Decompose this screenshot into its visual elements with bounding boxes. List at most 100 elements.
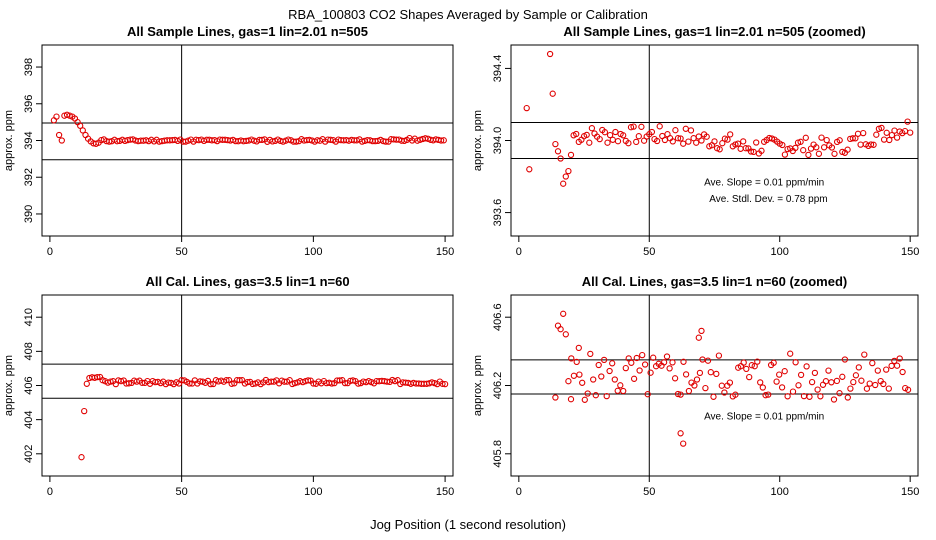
data-point <box>576 371 583 378</box>
data-point <box>568 355 575 362</box>
data-point <box>349 377 357 384</box>
data-point <box>715 352 723 359</box>
data-point <box>50 117 58 124</box>
plot-frame <box>41 294 454 477</box>
x-tick-label: 100 <box>771 246 789 258</box>
data-point <box>565 378 572 385</box>
data-point <box>341 379 349 387</box>
data-point <box>382 138 389 145</box>
data-point <box>600 356 608 364</box>
data-point <box>636 367 643 374</box>
data-point <box>866 380 873 387</box>
data-point <box>867 141 875 148</box>
x-tick-label: 0 <box>47 246 53 258</box>
data-point <box>355 380 362 387</box>
data-point <box>836 390 843 397</box>
data-point <box>554 148 562 155</box>
data-point <box>606 131 614 139</box>
data-point <box>672 127 679 134</box>
data-point <box>560 310 567 317</box>
data-point <box>778 384 786 391</box>
x-tick-label: 50 <box>176 246 188 258</box>
data-point <box>567 396 575 403</box>
data-point <box>677 430 684 437</box>
data-point <box>888 362 895 370</box>
data-point <box>674 390 682 398</box>
plot-panel-cal: All Cal. Lines, gas=3.5 lin=1 n=60 0 50 100… <box>3 274 454 498</box>
y-tick-label: 402 <box>23 445 35 463</box>
data-point <box>328 380 335 387</box>
plot-panel-sample-zoom: All Sample Lines, gas=1 lin=2.01 n=505 (… <box>472 24 919 258</box>
data-point <box>526 166 533 173</box>
x-tick-label: 0 <box>516 486 522 498</box>
data-point <box>58 137 65 144</box>
data-point <box>703 133 710 140</box>
data-point <box>546 50 554 58</box>
data-point <box>857 141 864 148</box>
data-point <box>439 380 446 387</box>
data-point <box>878 124 885 132</box>
data-point <box>336 377 343 384</box>
data-point <box>258 136 266 144</box>
data-point <box>117 377 125 385</box>
data-point <box>244 378 251 386</box>
data-point <box>695 334 702 341</box>
data-point <box>885 385 892 392</box>
data-point <box>873 131 880 138</box>
data-point <box>428 379 436 386</box>
data-point <box>586 139 593 146</box>
data-point <box>575 344 582 352</box>
data-point <box>223 377 230 384</box>
data-point <box>236 377 243 384</box>
data-point <box>614 138 622 145</box>
data-point <box>269 138 276 145</box>
data-point <box>724 136 731 143</box>
data-point <box>784 393 791 400</box>
data-point <box>304 377 312 384</box>
data-point <box>707 369 714 376</box>
data-point <box>806 393 813 400</box>
y-axis-label: approx. ppm <box>472 110 484 171</box>
data-point <box>603 392 610 400</box>
data-point <box>622 364 629 372</box>
data-point <box>606 367 613 375</box>
data-point <box>869 359 876 367</box>
y-tick-label: 390 <box>23 205 35 223</box>
data-point <box>74 118 81 126</box>
data-point <box>852 135 859 142</box>
data-point <box>562 331 569 338</box>
data-point <box>781 368 788 375</box>
data-point <box>581 396 588 403</box>
y-tick-label: 406 <box>23 376 35 394</box>
data-point <box>854 130 862 137</box>
data-point <box>671 375 679 382</box>
data-point <box>414 137 421 144</box>
data-point <box>792 144 799 152</box>
data-point <box>779 141 786 149</box>
y-tick-label: 394 <box>23 131 35 149</box>
data-point <box>814 386 821 393</box>
data-point <box>904 386 912 393</box>
data-point <box>870 141 877 148</box>
data-point <box>748 362 755 369</box>
data-point <box>596 135 603 143</box>
data-point <box>693 139 700 146</box>
data-point <box>747 148 755 155</box>
y-tick-label: 406.2 <box>492 372 504 400</box>
data-point <box>808 378 816 386</box>
data-point <box>595 361 602 369</box>
data-point <box>713 370 720 378</box>
data-point <box>106 138 113 145</box>
data-point <box>893 362 901 369</box>
data-point <box>628 359 635 366</box>
data-point <box>891 127 898 134</box>
data-point <box>609 360 616 367</box>
data-point <box>644 391 651 398</box>
data-point <box>391 377 399 385</box>
data-point <box>55 131 63 139</box>
data-point <box>617 382 624 389</box>
data-point <box>609 136 616 143</box>
x-tick-label: 100 <box>771 486 789 498</box>
data-point <box>711 138 718 145</box>
